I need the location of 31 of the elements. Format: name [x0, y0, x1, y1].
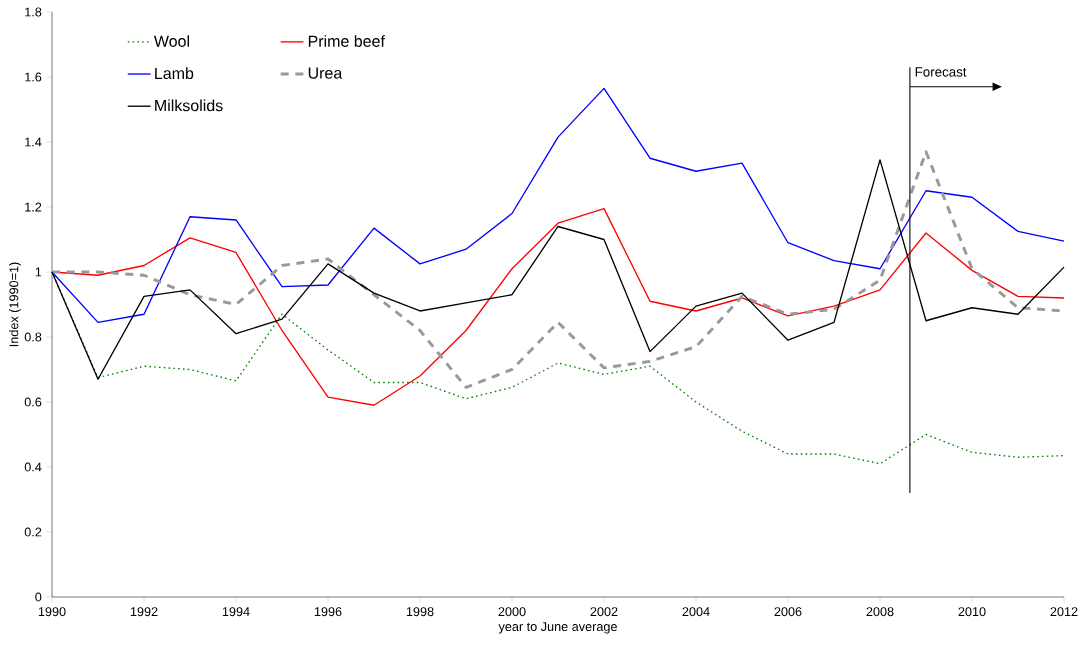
x-tick-label: 1992	[130, 607, 158, 617]
x-tick-label: 1996	[314, 607, 342, 617]
y-tick-label: 1.2	[25, 202, 42, 212]
x-tick-label: 2010	[958, 607, 986, 617]
y-tick-label: 0	[35, 592, 42, 602]
x-tick-label: 1994	[222, 607, 250, 617]
ref-line-label: Forecast	[915, 67, 967, 77]
y-axis-title: Index (1990=1)	[9, 262, 21, 347]
legend-label: Urea	[308, 67, 343, 79]
y-tick-label: 1.6	[25, 72, 42, 82]
x-tick-label: 1998	[406, 607, 434, 617]
y-tick-label: 0.4	[24, 462, 42, 472]
x-tick-label: 2000	[498, 607, 526, 617]
x-tick-label: 2012	[1050, 607, 1078, 617]
y-tick-label: 1.8	[25, 7, 42, 17]
legend-label: Prime beef	[308, 35, 385, 47]
legend-label: Wool	[153, 35, 189, 47]
y-tick-label: 1	[35, 267, 42, 277]
x-tick-label: 2002	[590, 607, 618, 617]
x-axis-title: year to June average	[498, 622, 617, 634]
y-tick-label: 1.4	[25, 137, 42, 147]
legend-label: Milksolids	[155, 99, 223, 112]
x-tick-label: 2004	[682, 607, 710, 617]
legend-label: Lamb	[155, 67, 194, 80]
line-series	[51, 87, 1065, 324]
y-tick-label: 0.8	[24, 332, 42, 342]
y-tick-label: 0.2	[24, 527, 42, 537]
x-tick-label: 1990	[38, 607, 66, 617]
x-tick-label: 2008	[866, 607, 894, 617]
y-tick-label: 0.6	[24, 397, 42, 407]
x-tick-label: 2006	[774, 607, 802, 617]
